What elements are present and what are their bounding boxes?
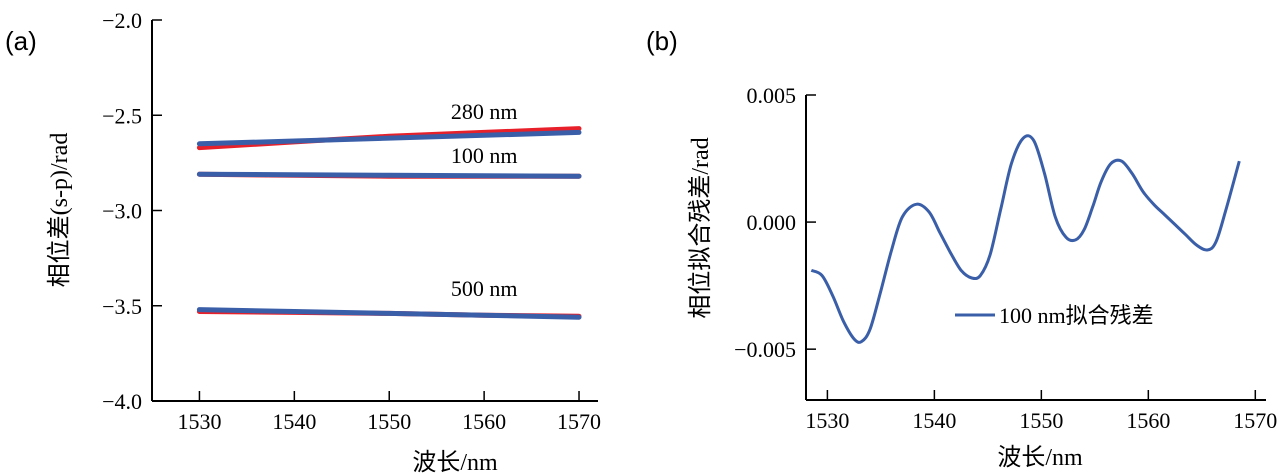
- x-tick-label: 1530: [805, 408, 849, 433]
- panel-a-ylabel: 相位差(s-p)/rad: [46, 133, 73, 288]
- series-annotation: 100 nm: [451, 143, 518, 168]
- x-tick-label: 1540: [912, 408, 956, 433]
- y-tick-label: 0.005: [747, 83, 797, 108]
- panel-b-ylabel: 相位拟合残差/rad: [687, 137, 714, 318]
- residual-line: [810, 134, 1241, 344]
- panel-a-xlabel: 波长/nm: [412, 449, 498, 473]
- legend-label: 100 nm拟合残差: [999, 303, 1154, 328]
- y-tick-label: 0.000: [747, 210, 797, 235]
- y-tick-label: −0.005: [734, 337, 796, 362]
- x-tick-label: 1570: [557, 409, 601, 434]
- x-tick-label: 1550: [1019, 408, 1063, 433]
- x-tick-label: 1570: [1233, 408, 1277, 433]
- y-tick-label: −3.5: [102, 294, 142, 319]
- series-annotation: 500 nm: [451, 276, 518, 301]
- x-tick-label: 1540: [272, 409, 316, 434]
- x-tick-label: 1560: [462, 409, 506, 434]
- fit-line-280-nm: [196, 129, 582, 147]
- x-tick-label: 1530: [177, 409, 221, 434]
- y-tick-label: −2.0: [102, 8, 142, 33]
- series-annotation: 280 nm: [451, 99, 518, 124]
- fit-line-100-nm: [196, 171, 582, 179]
- y-tick-label: −4.0: [102, 389, 142, 414]
- y-tick-label: −2.5: [102, 103, 142, 128]
- y-tick-label: −3.0: [102, 199, 142, 224]
- x-tick-label: 1550: [367, 409, 411, 434]
- panel-b-plot: 0.005 0.000 −0.005 1530 1540 1550 1560 1570 100 …: [734, 83, 1277, 433]
- x-tick-label: 1560: [1126, 408, 1170, 433]
- panel-a-plot: −2.0 −2.5 −3.0 −3.5 −4.0 1530 1540 1550 1560 1570…: [102, 8, 601, 434]
- panel-b-label: (b): [646, 26, 678, 56]
- fit-line-500-nm: [196, 307, 582, 320]
- panel-a-label: (a): [5, 26, 37, 56]
- panel-b-xlabel: 波长/nm: [997, 444, 1083, 471]
